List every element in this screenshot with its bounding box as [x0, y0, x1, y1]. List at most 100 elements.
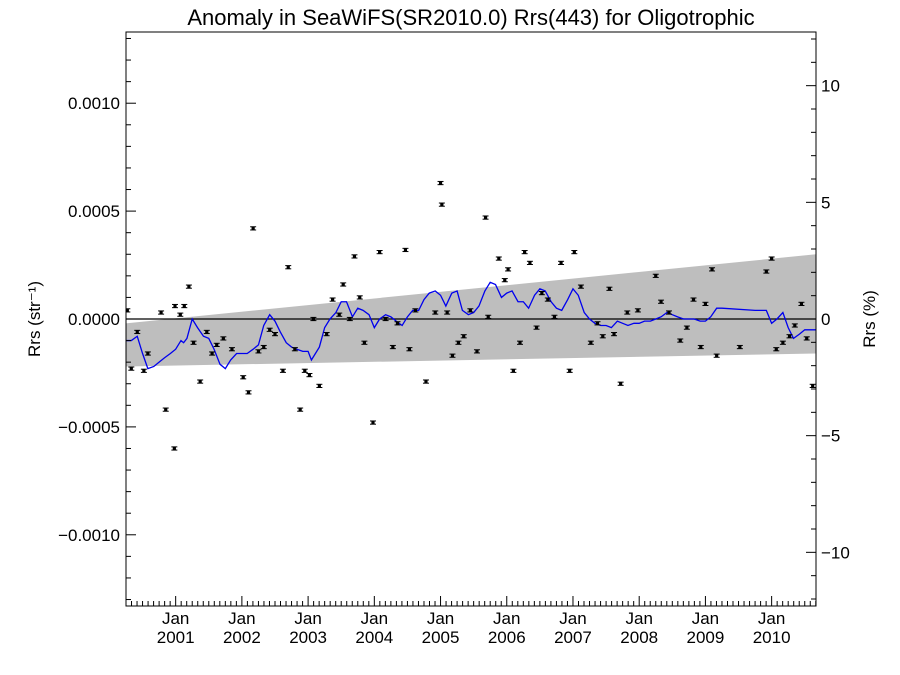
- data-point: [803, 336, 810, 341]
- data-point: [250, 226, 257, 231]
- data-point: [798, 301, 805, 306]
- right-tick-label: 5: [821, 193, 830, 212]
- data-point: [376, 250, 383, 255]
- x-tick-month: Jan: [228, 609, 255, 628]
- x-tick-month: Jan: [692, 609, 719, 628]
- data-point: [587, 340, 594, 345]
- data-point: [482, 215, 489, 220]
- data-point: [634, 308, 641, 313]
- data-point: [361, 340, 368, 345]
- data-point: [438, 202, 445, 207]
- x-tick-year: 2005: [422, 628, 460, 647]
- left-axis-label: Rrs (str⁻¹): [25, 281, 44, 357]
- data-point: [444, 310, 451, 315]
- data-point: [285, 265, 292, 270]
- x-tick-month: Jan: [294, 609, 321, 628]
- data-point: [773, 347, 780, 352]
- data-point: [791, 323, 798, 328]
- x-tick-year: 2003: [289, 628, 327, 647]
- data-point: [356, 295, 363, 300]
- data-point: [544, 297, 551, 302]
- data-point: [394, 321, 401, 326]
- x-tick-month: Jan: [361, 609, 388, 628]
- left-tick-label: 0.0000: [68, 310, 120, 329]
- data-point: [677, 338, 684, 343]
- x-tick-month: Jan: [493, 609, 520, 628]
- data-point: [594, 321, 601, 326]
- x-tick-year: 2004: [355, 628, 393, 647]
- data-point: [177, 312, 184, 317]
- data-point: [432, 310, 439, 315]
- left-tick-label: 0.0005: [68, 202, 120, 221]
- data-point: [336, 312, 343, 317]
- data-point: [171, 446, 178, 451]
- data-point: [702, 301, 709, 306]
- right-axis-label: Rrs (%): [860, 290, 879, 348]
- data-point: [652, 273, 659, 278]
- data-point: [690, 297, 697, 302]
- data-point: [316, 383, 323, 388]
- data-point: [389, 344, 396, 350]
- right-tick-label: 10: [821, 77, 840, 96]
- data-point: [213, 342, 220, 347]
- left-tick-label: −0.0005: [58, 418, 120, 437]
- data-point: [624, 310, 631, 315]
- data-point: [346, 316, 353, 322]
- data-point: [768, 256, 775, 261]
- smoothed-anomaly-line: [126, 281, 816, 370]
- data-point: [128, 366, 135, 371]
- data-point: [162, 407, 169, 412]
- chart-title: Anomaly in SeaWiFS(SR2010.0) Rrs(443) fo…: [187, 5, 754, 30]
- right-axis-tick-labels: 10 5 0 −5 −10: [821, 77, 850, 563]
- data-point: [617, 381, 624, 386]
- data-point: [382, 316, 389, 322]
- data-point: [203, 329, 210, 335]
- data-point: [779, 340, 786, 345]
- data-point: [422, 379, 429, 384]
- data-point: [473, 349, 480, 354]
- data-point: [526, 260, 533, 265]
- x-tick-month: Jan: [162, 609, 189, 628]
- left-tick-label: −0.0010: [58, 526, 120, 545]
- data-point: [538, 291, 545, 296]
- data-point: [713, 353, 720, 358]
- data-point: [406, 347, 413, 352]
- x-tick-month: Jan: [625, 609, 652, 628]
- left-tick-label: 0.0010: [68, 94, 120, 113]
- data-point: [323, 332, 330, 337]
- data-point: [551, 314, 558, 319]
- x-tick-year: 2009: [687, 628, 725, 647]
- data-point: [220, 336, 227, 341]
- data-point: [271, 332, 278, 337]
- data-point: [566, 368, 573, 373]
- data-point: [228, 347, 235, 352]
- data-point: [245, 390, 252, 395]
- data-point: [412, 308, 419, 313]
- data-point: [181, 303, 188, 309]
- data-point: [369, 420, 376, 425]
- data-point: [197, 379, 204, 384]
- data-point: [485, 314, 492, 319]
- data-point: [185, 284, 192, 289]
- x-tick-month: Jan: [559, 609, 586, 628]
- data-point: [190, 340, 197, 345]
- right-axis-ticks: [806, 38, 816, 600]
- data-point: [510, 368, 517, 373]
- x-tick-month: Jan: [427, 609, 454, 628]
- data-point: [144, 351, 151, 356]
- right-tick-label: −5: [821, 427, 840, 446]
- data-point: [606, 286, 613, 291]
- x-tick-year: 2006: [488, 628, 526, 647]
- data-point: [467, 308, 474, 313]
- data-point: [786, 334, 793, 339]
- data-point: [495, 256, 502, 261]
